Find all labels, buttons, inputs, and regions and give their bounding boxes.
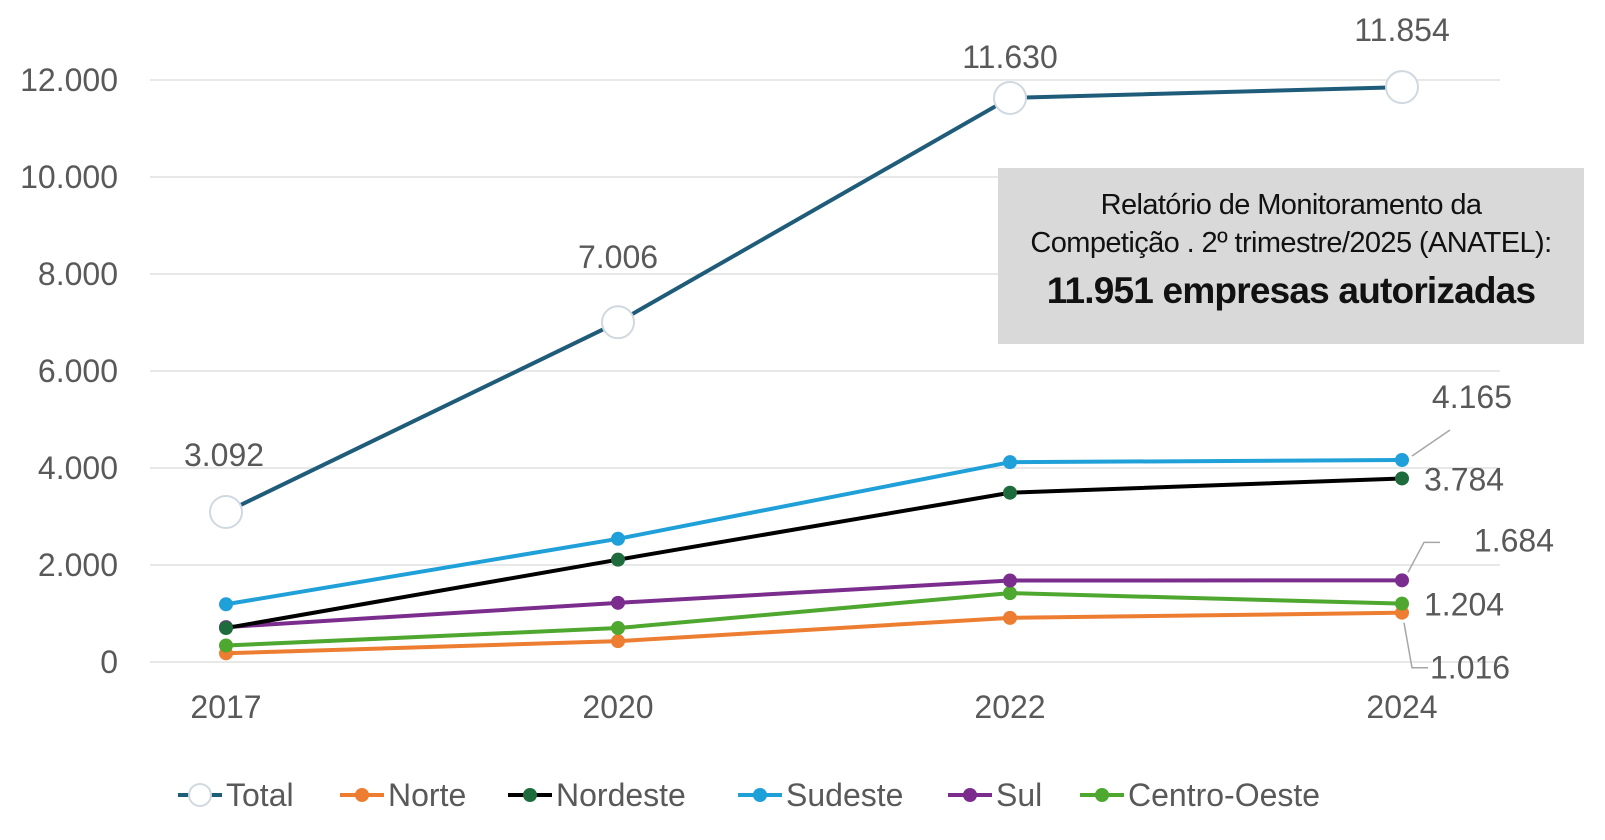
label-leader-lines	[1403, 429, 1451, 669]
data-label-sudeste: 4.165	[1432, 379, 1512, 415]
data-point-centro-oeste	[611, 621, 625, 636]
annotation-line-2: Competição . 2º trimestre/2025 (ANATEL):	[1030, 227, 1552, 259]
legend-marker-norte	[355, 788, 369, 802]
annotation-line-1: Relatório de Monitoramento da	[1100, 189, 1482, 221]
y-tick-label: 4.000	[38, 450, 118, 486]
x-tick-label: 2020	[582, 689, 653, 725]
leader-line	[1407, 541, 1440, 573]
data-labels: 3.092 7.006 11.630 11.854 1.016 3.784 4.165 1.6…	[184, 12, 1554, 686]
data-label-total: 7.006	[578, 239, 658, 275]
legend-label-nordeste: Nordeste	[556, 777, 686, 813]
data-point-total	[993, 80, 1027, 115]
data-point-centro-oeste	[219, 638, 233, 653]
data-point-centro-oeste	[1003, 586, 1017, 601]
data-point-sul	[1395, 573, 1409, 588]
data-point-norte	[611, 634, 625, 649]
x-axis: 2017 2020 2022 2024	[190, 689, 1437, 725]
data-point-total	[1385, 70, 1419, 105]
data-label-centro-oeste: 1.204	[1424, 587, 1504, 623]
annotation-highlight: 11.951 empresas autorizadas	[1046, 270, 1536, 311]
y-tick-label: 8.000	[38, 256, 118, 292]
legend-marker-total	[188, 783, 212, 807]
y-tick-label: 2.000	[38, 547, 118, 583]
data-label-nordeste: 3.784	[1424, 461, 1504, 497]
leader-line	[1403, 622, 1428, 669]
legend-label-total: Total	[226, 777, 294, 813]
gridlines	[150, 79, 1500, 663]
legend-label-sudeste: Sudeste	[786, 777, 903, 813]
y-tick-label: 12.000	[20, 62, 118, 98]
legend-marker-nordeste	[523, 788, 537, 802]
data-label-sul: 1.684	[1474, 522, 1554, 558]
x-tick-label: 2024	[1366, 689, 1437, 725]
data-point-sul	[1003, 573, 1017, 588]
x-tick-label: 2017	[190, 689, 261, 725]
data-point-nordeste	[1003, 485, 1017, 500]
legend-marker-sudeste	[753, 788, 767, 802]
annotation-box: Relatório de Monitoramento da Competição…	[998, 168, 1584, 344]
data-point-total	[601, 305, 635, 340]
data-point-sul	[611, 595, 625, 610]
data-label-total: 11.630	[962, 39, 1058, 75]
legend-marker-centro-oeste	[1095, 788, 1109, 802]
data-point-norte	[1003, 610, 1017, 625]
data-point-sudeste	[1003, 455, 1017, 470]
data-label-total: 11.854	[1354, 12, 1450, 48]
data-point-total	[209, 495, 243, 530]
series-lines	[209, 70, 1419, 661]
y-tick-label: 6.000	[38, 353, 118, 389]
data-point-sudeste	[611, 531, 625, 546]
data-point-nordeste	[611, 552, 625, 567]
legend: Total Norte Nordeste Sudeste Sul Centro-Oeste	[178, 777, 1320, 813]
data-label-total: 3.092	[184, 437, 264, 473]
legend-label-centro-oeste: Centro-Oeste	[1128, 777, 1320, 813]
series-line-nordeste	[224, 476, 1404, 631]
series-line-sudeste	[224, 457, 1404, 607]
data-point-nordeste	[1395, 471, 1409, 486]
data-point-sudeste	[1395, 452, 1409, 467]
y-tick-label: 10.000	[20, 159, 118, 195]
legend-label-sul: Sul	[996, 777, 1042, 813]
series-line-total	[224, 85, 1404, 515]
y-axis: 0 2.000 4.000 6.000 8.000 10.000 12.000	[20, 62, 118, 680]
series-line-centro-oeste	[224, 591, 1404, 648]
data-point-centro-oeste	[1395, 596, 1409, 611]
series-line-sul	[224, 578, 1404, 630]
y-tick-label: 0	[100, 644, 118, 680]
data-point-nordeste	[219, 621, 233, 636]
x-tick-label: 2022	[974, 689, 1045, 725]
leader-line	[1411, 429, 1451, 457]
series-line-norte	[224, 610, 1404, 656]
legend-marker-sul	[963, 788, 977, 802]
data-point-sudeste	[219, 597, 233, 612]
data-label-norte: 1.016	[1430, 650, 1510, 686]
legend-label-norte: Norte	[388, 777, 466, 813]
